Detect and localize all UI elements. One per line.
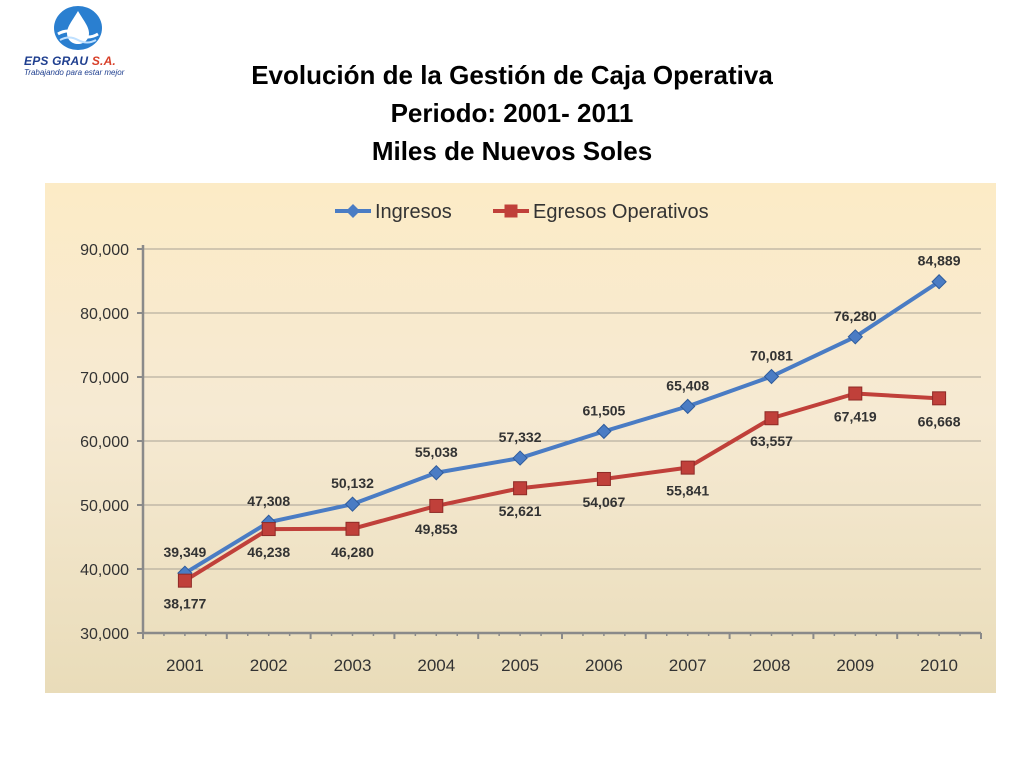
y-tick-label: 70,000	[80, 370, 129, 387]
data-point-egresos	[848, 386, 863, 401]
data-label: 70,081	[750, 347, 793, 363]
x-tick-label: 2006	[585, 656, 623, 675]
x-tick-label: 2005	[501, 656, 539, 675]
data-point-egresos	[513, 481, 528, 496]
data-label: 39,349	[163, 544, 206, 560]
x-tick-label: 2007	[669, 656, 707, 675]
x-tick-label: 2008	[753, 656, 791, 675]
x-tick-label: 2003	[334, 656, 372, 675]
data-label: 52,621	[499, 503, 542, 519]
data-point-ingresos	[512, 450, 528, 466]
data-label: 55,841	[666, 483, 709, 499]
x-tick-label: 2004	[417, 656, 455, 675]
legend-label-egresos-operativos: Egresos Operativos	[533, 201, 709, 223]
line-chart: 30,000 40,000 50,000 60,000 70,000 80,000 90,0…	[80, 201, 982, 675]
title-line-1: Evolución de la Gestión de Caja Operativ…	[251, 60, 773, 90]
y-tick-label: 50,000	[80, 498, 129, 515]
data-point-egresos	[932, 391, 947, 406]
logo-brand: EPS GRAU	[24, 54, 89, 68]
series-line-ingresos	[183, 280, 941, 575]
company-logo: EPS GRAU S.A. Trabajando para estar mejo…	[24, 4, 144, 82]
data-label: 54,067	[582, 494, 625, 510]
x-tick-label: 2010	[920, 656, 958, 675]
data-point-egresos	[596, 471, 611, 486]
logo-tagline: Trabajando para estar mejor	[24, 68, 125, 77]
data-label: 46,238	[247, 544, 290, 560]
data-label: 66,668	[918, 413, 961, 429]
x-tick-label: 2002	[250, 656, 288, 675]
title-line-3: Miles de Nuevos Soles	[371, 136, 653, 166]
data-point-egresos	[429, 498, 444, 513]
data-label: 57,332	[499, 429, 542, 445]
data-label: 65,408	[666, 377, 709, 393]
data-label: 67,419	[834, 409, 877, 425]
data-label: 49,853	[415, 521, 458, 537]
data-point-ingresos	[847, 329, 864, 345]
data-point-egresos	[764, 411, 779, 426]
legend-marker-square	[504, 204, 518, 218]
data-point-egresos	[345, 521, 360, 536]
data-point-ingresos	[763, 368, 780, 385]
series-line-egresos-operativos	[183, 391, 940, 583]
y-tick-label: 30,000	[80, 626, 129, 643]
legend-label-ingresos: Ingresos	[375, 201, 452, 223]
data-label: 63,557	[750, 433, 793, 449]
data-label: 55,038	[415, 444, 458, 460]
y-tick-label: 80,000	[80, 306, 129, 323]
chart-panel: 30,000 40,000 50,000 60,000 70,000 80,000 90,0…	[45, 183, 996, 693]
data-point-ingresos	[428, 465, 445, 481]
data-point-ingresos	[344, 496, 361, 512]
page-title: Evolución de la Gestión de Caja Operativ…	[150, 56, 874, 170]
data-point-ingresos	[931, 274, 947, 290]
data-point-egresos	[680, 460, 695, 475]
water-drop-logo-icon	[54, 6, 102, 50]
data-label: 61,505	[582, 402, 625, 418]
data-label: 84,889	[918, 253, 961, 269]
data-point-egresos	[261, 522, 276, 537]
logo-brand-name: EPS GRAU S.A.	[24, 54, 144, 68]
data-point-egresos	[177, 573, 192, 588]
data-label: 46,280	[331, 544, 374, 560]
y-tick-label: 90,000	[80, 242, 129, 259]
data-label: 38,177	[163, 596, 206, 612]
data-point-ingresos	[596, 423, 612, 440]
data-point-ingresos	[679, 398, 696, 415]
legend-marker-diamond	[346, 204, 360, 218]
data-label: 47,308	[247, 493, 290, 509]
data-label: 50,132	[331, 475, 374, 491]
title-line-2: Periodo: 2001- 2011	[390, 98, 634, 128]
y-tick-label: 60,000	[80, 434, 129, 451]
logo-brand-suffix: S.A.	[91, 54, 116, 68]
x-tick-label: 2001	[166, 656, 204, 675]
data-label: 76,280	[834, 308, 877, 324]
x-tick-label: 2009	[836, 656, 874, 675]
y-tick-label: 40,000	[80, 562, 129, 579]
